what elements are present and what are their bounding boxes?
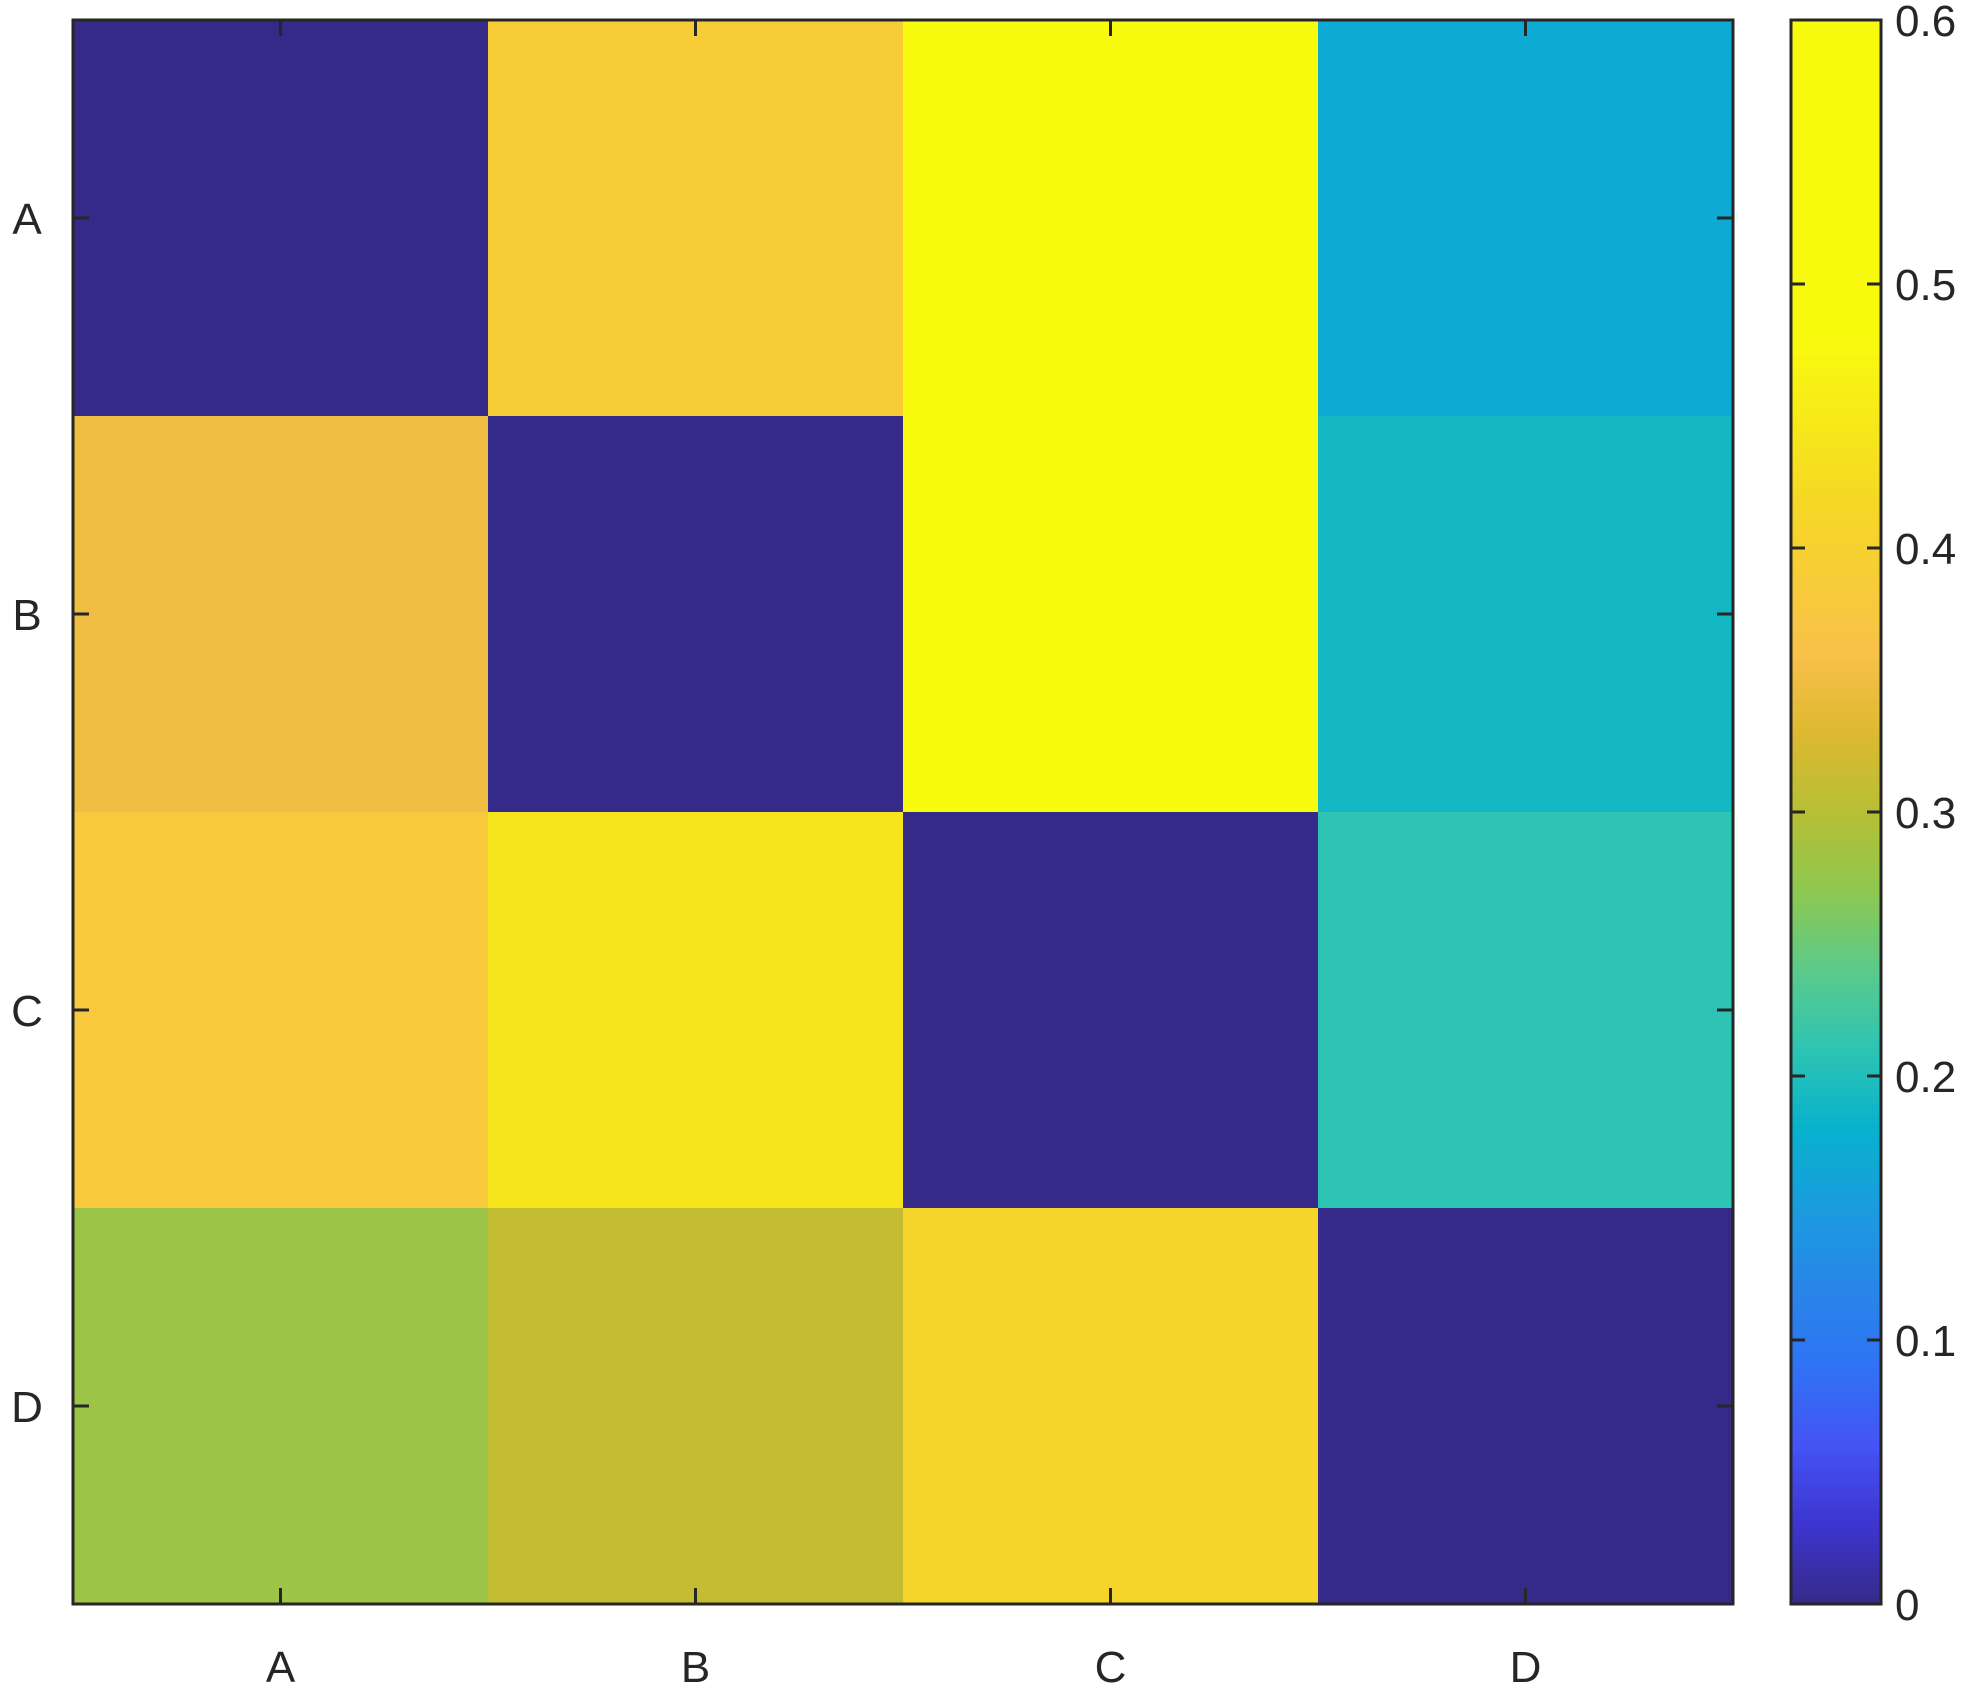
- heatmap-cell-D-C: [903, 1208, 1319, 1605]
- heatmap-cell-C-B: [488, 812, 904, 1209]
- heatmap-cell-B-B: [488, 416, 904, 813]
- colorbar-tick-label: 0.6: [1895, 0, 1956, 46]
- y-tick-label: C: [11, 987, 43, 1036]
- colorbar: [1791, 20, 1881, 1604]
- heatmap-cell-B-D: [1318, 416, 1734, 813]
- colorbar-tick-label: 0.5: [1895, 261, 1956, 310]
- colorbar-tick-label: 0.2: [1895, 1053, 1956, 1102]
- heatmap-cell-B-C: [903, 416, 1319, 813]
- heatmap-cell-D-A: [73, 1208, 489, 1605]
- y-tick-label: A: [12, 195, 42, 244]
- colorbar-tick-label: 0: [1895, 1581, 1919, 1630]
- heatmap-cell-C-D: [1318, 812, 1734, 1209]
- x-tick-label: C: [1095, 1643, 1127, 1692]
- heatmap-cell-A-C: [903, 20, 1319, 417]
- heatmap-cell-B-A: [73, 416, 489, 813]
- y-axis: A B C D: [11, 195, 1733, 1432]
- heatmap-cell-C-A: [73, 812, 489, 1209]
- plot-frame: [71, 18, 1735, 1606]
- colorbar-tick-label: 0.3: [1895, 789, 1956, 838]
- heatmap-cell-A-D: [1318, 20, 1734, 417]
- x-tick-label: A: [266, 1643, 296, 1692]
- heatmap-cells: [73, 20, 1734, 1605]
- y-tick-label: D: [11, 1383, 43, 1432]
- x-tick-label: B: [681, 1643, 710, 1692]
- colorbar-tick-label: 0.4: [1895, 525, 1956, 574]
- heatmap-cell-D-B: [488, 1208, 904, 1605]
- y-tick-label: B: [12, 591, 41, 640]
- heatmap-cell-A-A: [73, 20, 489, 417]
- heatmap-cell-D-D: [1318, 1208, 1734, 1605]
- x-tick-label: D: [1510, 1643, 1542, 1692]
- heatmap-cell-A-B: [488, 20, 904, 417]
- colorbar-tick-label: 0.1: [1895, 1317, 1956, 1366]
- heatmap-cell-C-C: [903, 812, 1319, 1209]
- x-axis: A B C D: [266, 20, 1542, 1692]
- colorbar-ticks: 0 0.1 0.2 0.3 0.4 0.5 0.6: [1791, 0, 1956, 1630]
